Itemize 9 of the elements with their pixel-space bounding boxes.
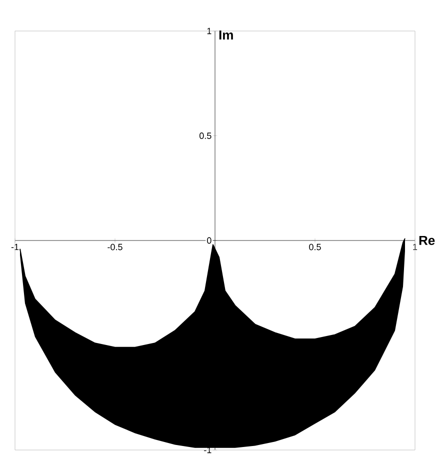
x-tick-label: -1	[11, 244, 19, 250]
x-tick-label: 1	[413, 244, 418, 250]
x-axis-title: Re	[419, 236, 435, 246]
y-tick-label: 0	[207, 237, 212, 244]
y-tick-label: 1	[207, 28, 212, 34]
x-tick-label: -0.5	[108, 244, 122, 250]
x-tick-label: 0.5	[309, 244, 321, 250]
y-tick-label: 0.5	[200, 132, 212, 139]
y-axis-title: Im	[219, 30, 233, 40]
